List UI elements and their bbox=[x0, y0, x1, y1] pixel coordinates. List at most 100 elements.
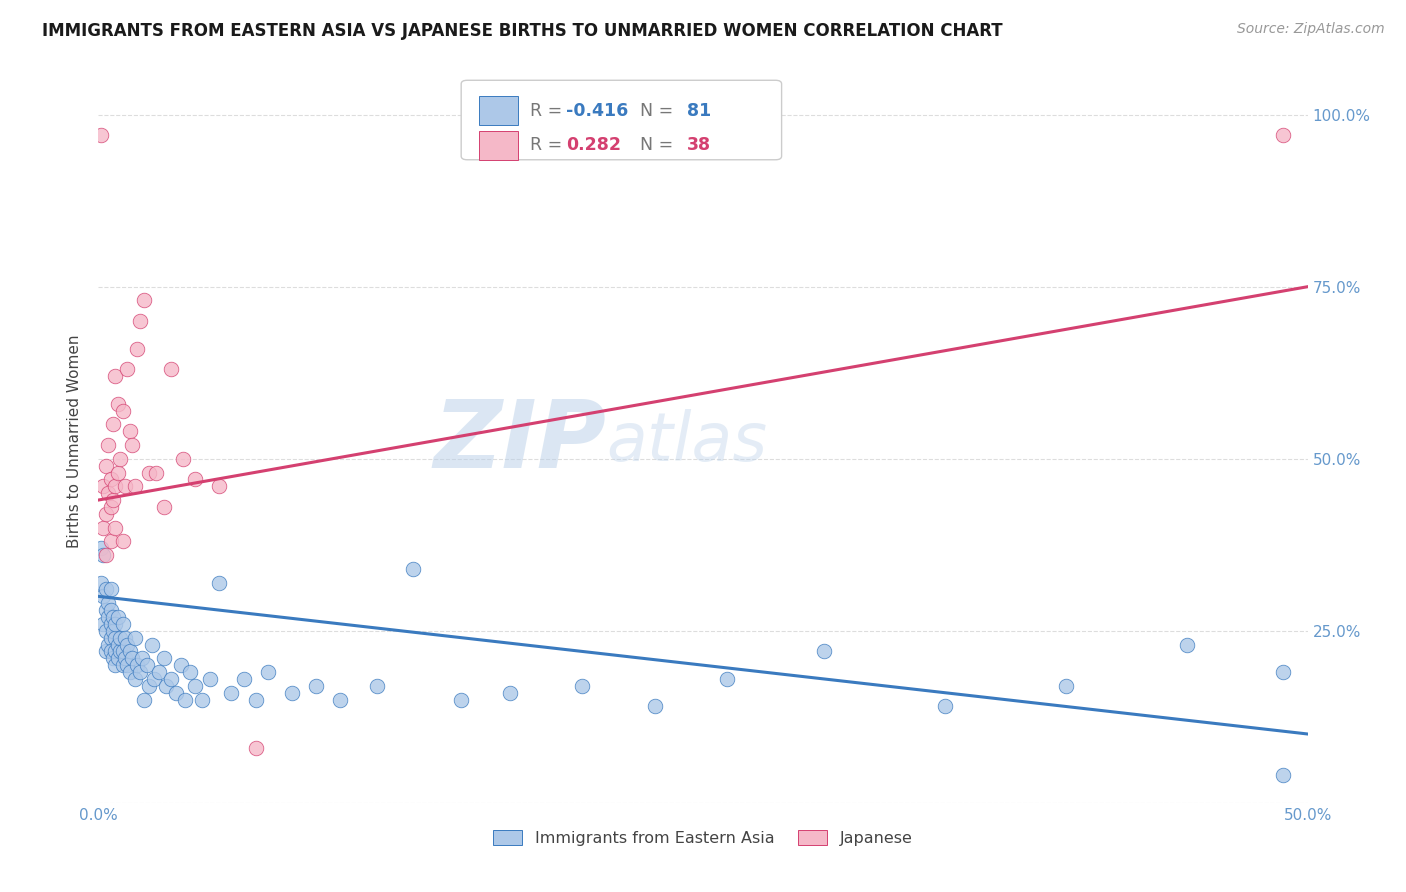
Point bbox=[1272, 768, 1295, 782]
Point bbox=[402, 562, 425, 576]
Point bbox=[366, 679, 388, 693]
Point bbox=[107, 638, 129, 652]
Point bbox=[152, 651, 174, 665]
Text: ZIP: ZIP bbox=[433, 395, 606, 488]
Point bbox=[134, 293, 156, 308]
Point bbox=[100, 472, 122, 486]
Point bbox=[118, 665, 141, 679]
Text: R =: R = bbox=[530, 136, 574, 154]
Point bbox=[94, 603, 117, 617]
Point bbox=[97, 596, 120, 610]
Point bbox=[94, 458, 117, 473]
Text: Source: ZipAtlas.com: Source: ZipAtlas.com bbox=[1237, 22, 1385, 37]
Text: IMMIGRANTS FROM EASTERN ASIA VS JAPANESE BIRTHS TO UNMARRIED WOMEN CORRELATION C: IMMIGRANTS FROM EASTERN ASIA VS JAPANESE… bbox=[42, 22, 1002, 40]
Point bbox=[104, 658, 127, 673]
Point bbox=[172, 451, 194, 466]
Point bbox=[305, 679, 328, 693]
Text: 0.282: 0.282 bbox=[567, 136, 621, 154]
Point bbox=[91, 479, 114, 493]
Point bbox=[165, 686, 187, 700]
Point bbox=[107, 651, 129, 665]
Point bbox=[127, 658, 149, 673]
Point bbox=[90, 541, 112, 556]
Point bbox=[169, 658, 191, 673]
FancyBboxPatch shape bbox=[461, 80, 782, 160]
Point bbox=[131, 651, 153, 665]
Point bbox=[174, 692, 197, 706]
Point bbox=[191, 692, 214, 706]
Point bbox=[104, 616, 127, 631]
Point bbox=[329, 692, 352, 706]
Point bbox=[208, 575, 231, 590]
Point bbox=[108, 644, 131, 658]
Point bbox=[644, 699, 666, 714]
Point bbox=[90, 575, 112, 590]
Point bbox=[97, 638, 120, 652]
Point bbox=[117, 638, 139, 652]
Point bbox=[104, 479, 127, 493]
FancyBboxPatch shape bbox=[479, 131, 517, 160]
Point bbox=[100, 644, 122, 658]
Point bbox=[245, 692, 267, 706]
Point bbox=[1272, 665, 1295, 679]
Point bbox=[107, 466, 129, 480]
Point bbox=[91, 590, 114, 604]
Point bbox=[141, 638, 163, 652]
Point bbox=[143, 672, 166, 686]
Point bbox=[179, 665, 201, 679]
Point bbox=[124, 672, 146, 686]
Point bbox=[107, 397, 129, 411]
Point bbox=[101, 624, 124, 638]
Point bbox=[101, 493, 124, 508]
Point bbox=[108, 631, 131, 645]
Y-axis label: Births to Unmarried Women: Births to Unmarried Women bbox=[67, 334, 83, 549]
Point bbox=[91, 616, 114, 631]
Point bbox=[256, 665, 278, 679]
Point bbox=[100, 582, 122, 597]
Point bbox=[498, 686, 520, 700]
Point bbox=[121, 438, 143, 452]
Point bbox=[138, 679, 160, 693]
Point bbox=[208, 479, 231, 493]
Point bbox=[94, 548, 117, 562]
Point bbox=[114, 479, 136, 493]
Point bbox=[148, 665, 170, 679]
Point bbox=[571, 679, 593, 693]
Point bbox=[138, 466, 160, 480]
Point bbox=[934, 699, 956, 714]
Text: 38: 38 bbox=[688, 136, 711, 154]
Point bbox=[97, 486, 120, 500]
Point bbox=[101, 610, 124, 624]
Legend: Immigrants from Eastern Asia, Japanese: Immigrants from Eastern Asia, Japanese bbox=[486, 823, 920, 853]
Point bbox=[134, 692, 156, 706]
Point bbox=[111, 403, 134, 417]
Point bbox=[124, 631, 146, 645]
Point bbox=[100, 616, 122, 631]
Point bbox=[124, 479, 146, 493]
Point bbox=[101, 417, 124, 432]
Point bbox=[281, 686, 304, 700]
Point bbox=[160, 362, 183, 376]
Point bbox=[101, 651, 124, 665]
Point bbox=[100, 631, 122, 645]
Point bbox=[135, 658, 157, 673]
Point bbox=[111, 644, 134, 658]
Point bbox=[118, 644, 141, 658]
Point bbox=[97, 438, 120, 452]
Point bbox=[145, 466, 167, 480]
Point bbox=[127, 342, 149, 356]
Text: N =: N = bbox=[630, 136, 679, 154]
Point bbox=[104, 644, 127, 658]
Text: N =: N = bbox=[630, 102, 679, 120]
Point bbox=[160, 672, 183, 686]
Point bbox=[94, 507, 117, 521]
Text: R =: R = bbox=[530, 102, 568, 120]
Point bbox=[152, 500, 174, 514]
Point bbox=[91, 548, 114, 562]
Point bbox=[111, 616, 134, 631]
Point bbox=[155, 679, 177, 693]
Point bbox=[111, 658, 134, 673]
Point bbox=[104, 369, 127, 384]
Point bbox=[121, 651, 143, 665]
Point bbox=[111, 534, 134, 549]
